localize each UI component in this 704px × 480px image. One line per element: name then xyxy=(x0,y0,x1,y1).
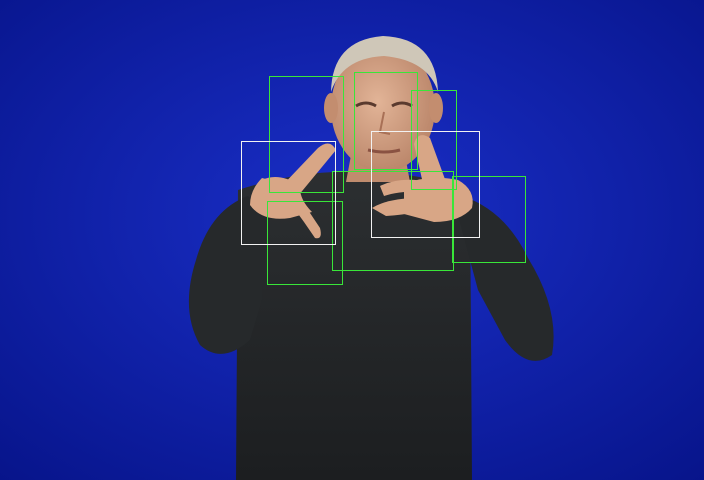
signer-right-arm xyxy=(458,196,554,361)
signer-right-ear xyxy=(429,93,443,123)
reference-box-right-hand xyxy=(371,131,480,238)
signer-hair xyxy=(331,36,438,92)
signer-left-arm xyxy=(188,196,268,354)
signer-nose xyxy=(378,111,391,135)
detection-box-face-center xyxy=(354,72,418,170)
signer-torso xyxy=(236,171,472,480)
signer-left-ear xyxy=(324,93,338,123)
detection-box-chest xyxy=(332,171,454,271)
signer-mouth xyxy=(367,148,401,154)
detection-box-right-hand xyxy=(452,176,526,263)
reference-box-left-hand xyxy=(241,141,336,245)
signer-right-eye xyxy=(391,101,413,108)
signer-head xyxy=(331,44,435,172)
signer-left-eye xyxy=(355,101,377,108)
detection-box-right-face xyxy=(411,90,457,190)
signer-right-hand xyxy=(372,135,473,222)
signer-left-hand xyxy=(250,143,336,239)
detection-box-left-hand xyxy=(267,201,343,285)
detection-box-face xyxy=(269,76,344,193)
